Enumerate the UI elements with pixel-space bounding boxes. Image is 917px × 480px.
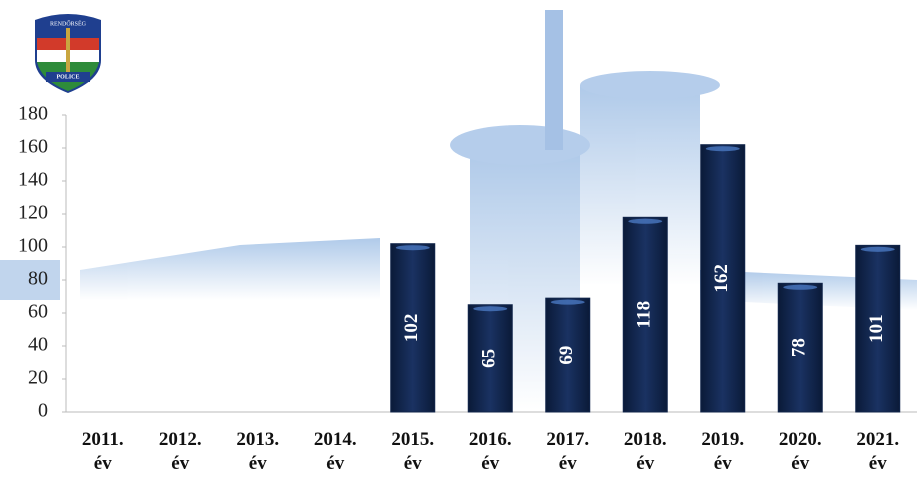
y-tick-label: 140 — [18, 169, 48, 191]
y-tick-label: 120 — [18, 202, 48, 224]
y-tick-label: 0 — [38, 400, 48, 422]
logo-top: RENDŐRSÉG — [50, 19, 87, 27]
bar-highlight — [783, 284, 818, 290]
bar — [467, 304, 513, 413]
bar — [390, 243, 436, 413]
bar — [777, 282, 823, 413]
bar-highlight — [860, 246, 895, 252]
y-tick-label: 60 — [28, 301, 48, 323]
value-label: 162 — [711, 264, 732, 293]
bar — [545, 297, 591, 413]
value-label: 102 — [401, 314, 422, 343]
x-tick-label: 2014. év — [313, 429, 357, 474]
bar-highlight — [705, 146, 740, 152]
logo-bottom: POLICE — [56, 74, 79, 80]
y-tick-label: 20 — [28, 367, 48, 389]
y-tick-label: 160 — [18, 136, 48, 158]
bar — [700, 144, 746, 413]
x-tick-label: 2016. év — [468, 429, 512, 474]
x-tick-label: 2012. év — [158, 429, 202, 474]
x-tick-label: 2020. év — [778, 429, 822, 474]
y-tick-label: 180 — [18, 103, 48, 125]
bar-highlight — [550, 299, 585, 305]
bar — [855, 244, 901, 413]
police-logo: RENDŐRSÉG POLICE — [35, 14, 101, 93]
bar — [622, 216, 668, 413]
value-label: 69 — [556, 346, 577, 365]
x-tick-label: 2018. év — [623, 429, 667, 474]
value-label: 101 — [866, 314, 887, 343]
value-label: 65 — [479, 349, 500, 368]
y-tick-label: 80 — [28, 268, 48, 290]
bar-highlight — [628, 218, 663, 224]
bar-highlight — [473, 306, 508, 312]
x-tick-label: 2015. év — [391, 429, 435, 474]
x-tick-label: 2017. év — [546, 429, 590, 474]
x-tick-label: 2019. év — [701, 429, 745, 474]
x-tick-label: 2021. év — [856, 429, 900, 474]
y-tick-label: 40 — [28, 334, 48, 356]
y-tick-label: 100 — [18, 235, 48, 257]
value-label: 78 — [789, 338, 810, 357]
value-label: 118 — [634, 301, 655, 328]
x-tick-label: 2011. év — [81, 429, 124, 474]
bar-highlight — [395, 245, 430, 251]
x-tick-label: 2013. év — [236, 429, 280, 474]
